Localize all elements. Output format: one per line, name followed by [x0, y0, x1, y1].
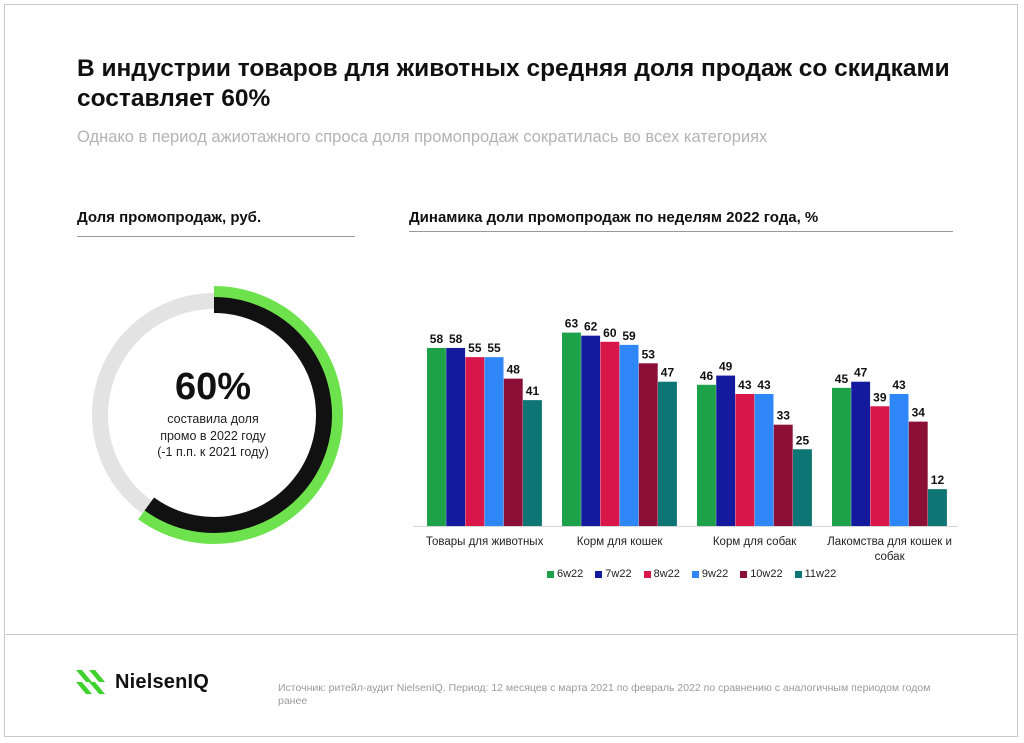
page-title: В индустрии товаров для животных средняя… — [77, 55, 950, 112]
legend-swatch — [547, 570, 554, 578]
page-subtitle: Однако в период ажиотажного спроса доля … — [77, 128, 768, 146]
bar-value-label: 62 — [584, 320, 598, 334]
bar-value-label: 55 — [487, 341, 501, 355]
chart-legend: 6w22 7w22 8w22 9w22 10w22 11w22 — [547, 568, 836, 580]
legend-label: 6w22 — [557, 568, 584, 580]
bar-value-label: 12 — [931, 473, 945, 487]
legend-item-7w22: 7w22 — [595, 568, 632, 580]
bar-value-label: 43 — [892, 378, 906, 392]
bar-6w22 — [697, 384, 716, 526]
bar-value-label: 43 — [738, 378, 752, 392]
bar-11w22 — [928, 489, 947, 526]
legend-swatch — [794, 570, 802, 578]
brand-name: NielsenIQ — [115, 670, 210, 693]
category-label-line: Корм для собак — [713, 536, 797, 548]
bar-value-label: 25 — [796, 433, 810, 447]
bar-8w22 — [735, 393, 755, 526]
bar-9w22 — [484, 357, 504, 526]
right-section-rule — [409, 231, 953, 232]
right-section-title: Динамика доли промопродаж по неделям 202… — [409, 209, 819, 226]
bar-value-label: 63 — [565, 317, 579, 331]
category-label: Корм для кошек — [577, 536, 664, 548]
bar-9w22 — [754, 393, 774, 526]
legend-item-6w22: 6w22 — [547, 568, 583, 580]
bar-value-label: 45 — [835, 372, 849, 386]
legend-label: 11w22 — [804, 568, 837, 580]
bar-value-label: 48 — [507, 363, 521, 377]
bar-7w22 — [716, 375, 736, 526]
bar-value-label: 59 — [622, 329, 636, 343]
bar-11w22 — [793, 449, 812, 526]
legend-item-9w22: 9w22 — [691, 568, 729, 580]
legend-item-8w22: 8w22 — [643, 568, 680, 580]
bar-8w22 — [870, 406, 890, 526]
bar-value-label: 55 — [468, 341, 482, 355]
bar-value-label: 46 — [700, 369, 714, 383]
bar-10w22 — [503, 378, 523, 526]
category-label-line: собак — [875, 551, 906, 563]
bar-value-label: 47 — [854, 366, 868, 380]
category-label-line: Товары для животных — [426, 536, 544, 548]
category-label-line: Лакомства для кошек и — [827, 536, 952, 548]
legend-item-11w22: 11w22 — [794, 568, 837, 580]
legend-swatch — [643, 570, 651, 578]
bar-11w22 — [658, 381, 677, 526]
bar-10w22 — [773, 424, 793, 526]
bar-value-label: 33 — [777, 409, 791, 423]
bar-value-label: 53 — [642, 347, 656, 361]
caption-line: промо в 2022 году — [160, 428, 266, 443]
category-label: Лакомства для кошек и собак — [827, 536, 952, 563]
bar-value-label: 41 — [526, 384, 540, 398]
bar-10w22 — [638, 363, 658, 526]
legend-swatch — [691, 570, 699, 578]
donut-value-arc — [144, 297, 332, 533]
legend-swatch — [595, 570, 603, 578]
bar-7w22 — [851, 381, 871, 526]
legend-swatch — [740, 570, 748, 578]
bar-7w22 — [581, 335, 601, 526]
caption-line: составила доля — [167, 412, 259, 426]
legend-label: 9w22 — [701, 568, 729, 580]
left-section-title: Доля промопродаж, руб. — [77, 209, 262, 226]
left-section-rule — [77, 236, 355, 237]
category-label: Корм для собак — [713, 536, 797, 548]
legend-label: 7w22 — [605, 568, 632, 580]
promo-share-donut — [92, 286, 343, 544]
legend-label: 8w22 — [653, 568, 680, 580]
category-label: Товары для животных — [426, 536, 544, 548]
bar-8w22 — [465, 357, 485, 526]
bar-9w22 — [619, 344, 639, 526]
bar-11w22 — [523, 400, 542, 526]
bar-6w22 — [832, 387, 851, 526]
card-frame — [4, 4, 1018, 737]
caption-line: (-1 п.п. к 2021 году) — [157, 445, 269, 459]
bar-value-label: 43 — [757, 378, 771, 392]
bar-value-label: 58 — [430, 332, 444, 346]
category-label-line: Корм для кошек — [577, 536, 664, 548]
legend-item-10w22: 10w22 — [740, 568, 783, 580]
bar-10w22 — [908, 421, 928, 526]
bar-7w22 — [446, 347, 466, 526]
legend-label: 10w22 — [750, 568, 783, 580]
bar-9w22 — [889, 393, 909, 526]
footer-divider — [4, 634, 1018, 635]
bar-8w22 — [600, 341, 620, 526]
bar-value-label: 47 — [661, 366, 675, 380]
bar-value-label: 39 — [873, 390, 887, 404]
promo-share-value: 60% — [174, 366, 252, 408]
bar-value-label: 60 — [603, 326, 617, 340]
promo-share-caption: составила доля промо в 2022 году (-1 п.п… — [133, 411, 293, 461]
source-note: Источник: ритейл-аудит NielsenIQ. Период… — [278, 682, 931, 707]
nielseniq-logo-icon — [76, 670, 105, 694]
brand-logo: NielsenIQ — [75, 668, 209, 696]
bar-value-label: 49 — [719, 360, 733, 374]
bar-value-label: 58 — [449, 332, 463, 346]
bar-6w22 — [562, 332, 581, 526]
bar-6w22 — [427, 347, 446, 526]
bar-value-label: 34 — [912, 406, 926, 420]
